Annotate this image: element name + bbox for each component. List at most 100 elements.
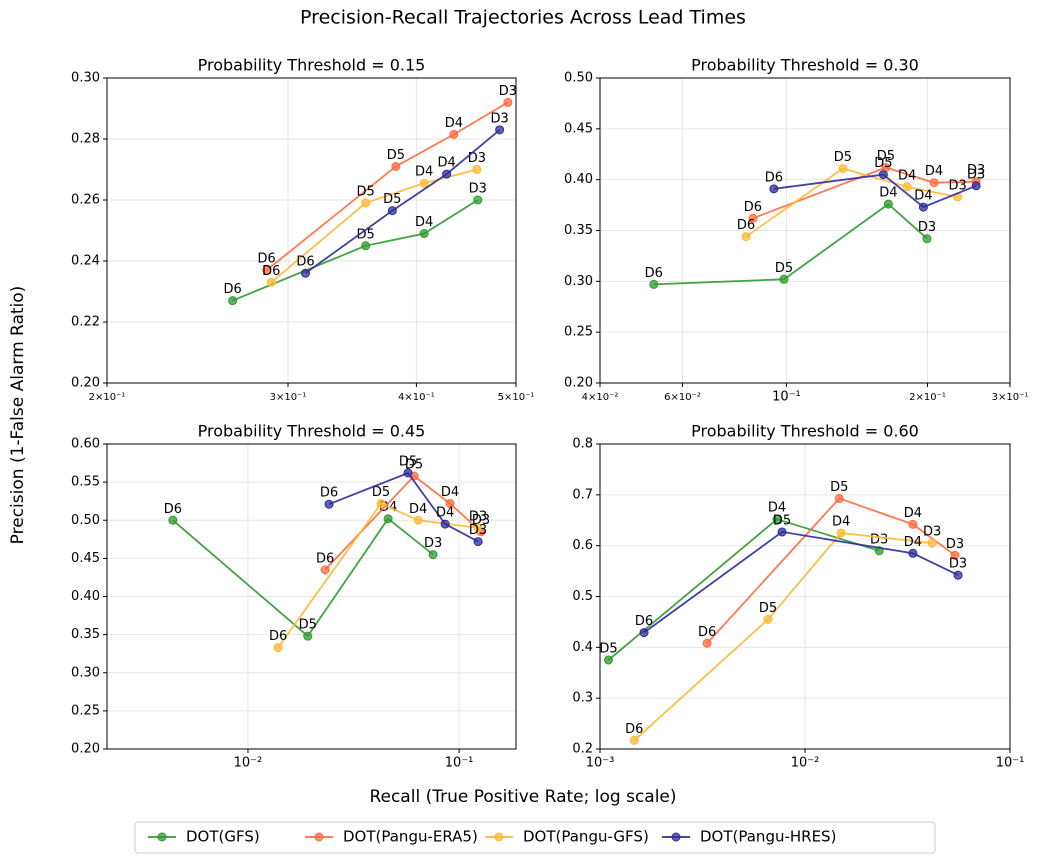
point-label: D6 <box>258 252 276 267</box>
point-label: D6 <box>737 218 755 233</box>
point <box>639 628 649 638</box>
point-label: D6 <box>625 722 643 737</box>
plot-frame <box>599 77 1011 384</box>
legend-marker <box>314 832 324 842</box>
point-label: D4 <box>879 186 897 201</box>
x-tick-label: 2×10⁻¹ <box>89 392 126 403</box>
point <box>763 614 773 624</box>
point-label: D6 <box>164 502 182 517</box>
point-label: D6 <box>698 625 716 640</box>
point <box>929 178 939 188</box>
point-label: D5 <box>834 150 852 165</box>
x-tick-label: 3×10⁻¹ <box>270 392 307 403</box>
point-label: D4 <box>441 485 459 500</box>
point <box>503 97 513 107</box>
point-label: D4 <box>409 502 427 517</box>
point-label: D4 <box>832 514 850 529</box>
point <box>777 527 787 537</box>
point-label: D3 <box>949 557 967 572</box>
point <box>748 213 758 223</box>
point-label: D3 <box>967 167 985 182</box>
point-label: D5 <box>773 513 791 528</box>
point-label: D3 <box>424 536 442 551</box>
legend-marker <box>157 832 167 842</box>
point-label: D6 <box>269 629 287 644</box>
point <box>741 232 751 242</box>
y-tick-label: 0.35 <box>564 223 593 238</box>
y-tick-label: 0.30 <box>564 274 593 289</box>
y-tick-label: 0.20 <box>564 376 593 391</box>
x-tick-label: 10⁻¹ <box>996 756 1025 771</box>
point <box>445 498 455 508</box>
point-label: D5 <box>599 642 617 657</box>
point-label: D4 <box>436 506 454 521</box>
plot-frame <box>106 443 517 750</box>
figure-title: Precision-Recall Trajectories Across Lea… <box>300 7 746 29</box>
point <box>918 202 928 212</box>
point <box>320 565 330 575</box>
y-tick-label: 0.55 <box>71 475 100 490</box>
point-label: D3 <box>946 537 964 552</box>
point-label: D5 <box>775 261 793 276</box>
y-axis-label: Precision (1-False Alarm Ratio) <box>8 286 28 545</box>
legend-marker <box>494 832 504 842</box>
point <box>361 198 371 208</box>
x-tick-label: 4×10⁻² <box>582 392 619 403</box>
point <box>387 206 397 216</box>
point-label: D5 <box>399 454 417 469</box>
y-tick-label: 0.5 <box>572 589 593 604</box>
x-tick-label: 4×10⁻¹ <box>398 392 435 403</box>
point <box>376 498 386 508</box>
point-label: D3 <box>499 84 517 99</box>
y-tick-label: 0.40 <box>564 172 593 187</box>
point-label: D4 <box>914 189 932 204</box>
point <box>391 161 401 171</box>
point <box>168 515 178 525</box>
point <box>649 279 659 289</box>
point-label: D3 <box>468 151 486 166</box>
y-tick-label: 0.20 <box>71 376 100 391</box>
y-tick-label: 0.4 <box>572 640 593 655</box>
legend-label: DOT(Pangu-ERA5) <box>343 828 478 846</box>
point <box>449 129 459 139</box>
series-line <box>232 199 479 302</box>
x-tick-label: 3×10⁻¹ <box>992 392 1029 403</box>
y-tick-label: 0.45 <box>71 551 100 566</box>
point-label: D6 <box>744 200 762 215</box>
point-label: D3 <box>469 509 487 524</box>
point-label: D4 <box>904 535 922 550</box>
y-tick-label: 0.22 <box>71 315 100 330</box>
point-label: D4 <box>904 506 922 521</box>
point-label: D4 <box>415 165 433 180</box>
point-label: D6 <box>316 551 334 566</box>
point-label: D3 <box>967 163 985 178</box>
point <box>413 515 423 525</box>
y-tick-label: 0.40 <box>71 589 100 604</box>
point <box>383 514 393 524</box>
x-tick-label: 2×10⁻¹ <box>909 392 946 403</box>
point-label: D4 <box>437 156 455 171</box>
point <box>266 277 276 287</box>
point-label: D5 <box>356 185 374 200</box>
series-line <box>653 202 928 286</box>
point-label: D4 <box>768 501 786 516</box>
y-tick-label: 0.30 <box>71 665 100 680</box>
y-tick-label: 0.2 <box>572 742 593 757</box>
point <box>419 178 429 188</box>
point <box>472 165 482 174</box>
y-tick-label: 0.50 <box>71 513 100 528</box>
point <box>779 274 789 284</box>
point <box>838 163 848 173</box>
point-label: D3 <box>469 523 487 538</box>
legend-label: DOT(Pangu-HRES) <box>700 828 836 846</box>
y-tick-label: 0.20 <box>71 742 100 757</box>
point <box>971 181 981 191</box>
x-tick-label: 10⁻³ <box>586 756 615 771</box>
series-line <box>172 517 434 638</box>
point-label: D5 <box>877 149 895 164</box>
y-tick-label: 0.50 <box>564 71 593 86</box>
point <box>603 655 613 665</box>
series-line <box>643 530 959 634</box>
point-label: D3 <box>870 532 888 547</box>
y-tick-label: 0.60 <box>71 437 100 452</box>
